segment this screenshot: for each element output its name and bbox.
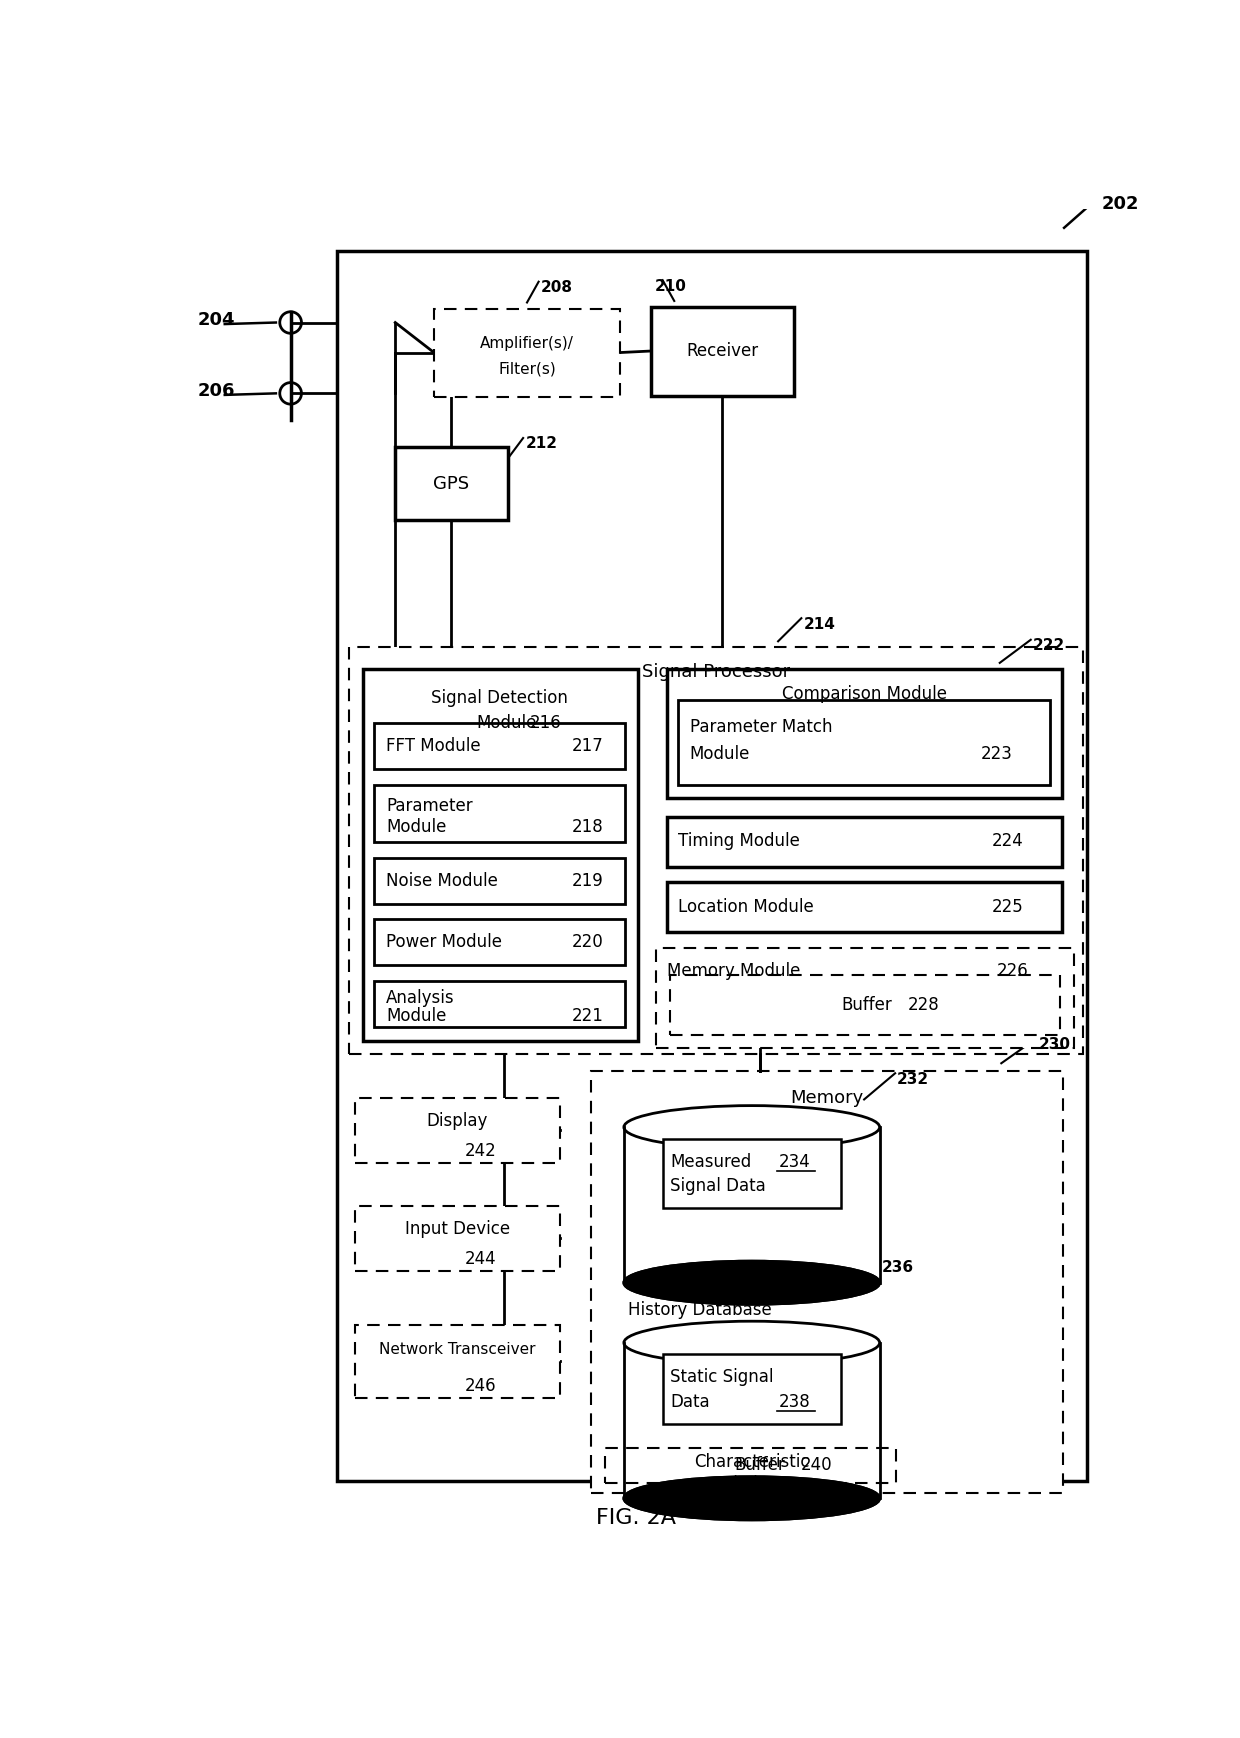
Text: 228: 228 (908, 996, 939, 1013)
Text: Input Device: Input Device (404, 1220, 510, 1237)
Text: 210: 210 (655, 278, 687, 294)
Text: 204: 204 (197, 311, 236, 328)
Text: 240: 240 (801, 1456, 832, 1474)
Bar (355, 1098, 560, 1163)
Bar (590, 1071, 1063, 1493)
Text: Power Module: Power Module (386, 933, 502, 951)
Bar (678, 700, 1050, 784)
Text: 238: 238 (779, 1394, 811, 1411)
Text: 202: 202 (1101, 195, 1138, 214)
Bar (363, 669, 637, 1041)
Text: 244: 244 (465, 1250, 497, 1267)
Text: Characteristic: Characteristic (694, 1453, 810, 1470)
Text: 223: 223 (981, 744, 1012, 763)
Text: 218: 218 (572, 819, 604, 836)
Text: Signal Processor: Signal Processor (642, 664, 790, 681)
Text: Buffer: Buffer (734, 1456, 785, 1474)
Text: 226: 226 (997, 961, 1028, 980)
Bar (651, 308, 795, 396)
Text: GPS: GPS (433, 474, 470, 494)
Text: Signal Detection: Signal Detection (432, 690, 568, 707)
Text: Module: Module (386, 819, 446, 836)
Text: Timing Module: Timing Module (678, 833, 800, 850)
Bar (374, 857, 625, 904)
Text: 230: 230 (1039, 1038, 1070, 1051)
Bar (605, 1448, 895, 1483)
Text: 216: 216 (529, 714, 560, 732)
Text: Amplifier(s)/: Amplifier(s)/ (480, 335, 574, 351)
Text: 208: 208 (541, 280, 573, 295)
Ellipse shape (624, 1477, 879, 1519)
Text: Network Transceiver: Network Transceiver (379, 1342, 536, 1357)
Text: Display: Display (427, 1112, 487, 1130)
Bar (624, 1343, 879, 1498)
Text: Filter(s): Filter(s) (498, 362, 556, 375)
Bar (374, 980, 625, 1027)
Text: 246: 246 (465, 1376, 497, 1396)
Text: Measured: Measured (671, 1152, 751, 1171)
Text: Location Module: Location Module (678, 899, 813, 916)
Bar (374, 784, 625, 843)
Text: Listing: Listing (724, 1474, 779, 1493)
Text: 221: 221 (572, 1008, 604, 1025)
Bar (656, 947, 1074, 1048)
Bar (355, 1324, 560, 1397)
Text: 214: 214 (804, 617, 836, 631)
Text: Noise Module: Noise Module (386, 872, 497, 890)
Text: Data: Data (671, 1394, 711, 1411)
Text: Analysis: Analysis (386, 989, 455, 1006)
Text: Memory: Memory (790, 1090, 863, 1107)
Text: Static Signal: Static Signal (671, 1368, 774, 1387)
Ellipse shape (624, 1262, 879, 1304)
Bar (667, 883, 1061, 932)
Text: Parameter: Parameter (386, 798, 472, 815)
Bar (624, 1128, 879, 1283)
Text: Memory Module: Memory Module (667, 961, 801, 980)
Bar (396, 447, 507, 520)
Bar (662, 1354, 841, 1423)
Text: Receiver: Receiver (687, 342, 759, 360)
Bar (667, 669, 1061, 798)
Text: 206: 206 (197, 382, 236, 400)
Bar (337, 250, 1087, 1481)
Text: Signal Data: Signal Data (671, 1177, 766, 1196)
Text: Module: Module (689, 744, 750, 763)
Text: 224: 224 (992, 833, 1024, 850)
Bar (355, 1206, 560, 1270)
Text: FFT Module: FFT Module (386, 737, 481, 754)
Bar (667, 817, 1061, 867)
Text: 232: 232 (897, 1072, 929, 1086)
Text: 234: 234 (779, 1152, 811, 1171)
Text: 222: 222 (1033, 638, 1065, 653)
Text: Module: Module (386, 1008, 446, 1025)
Text: Comparison Module: Comparison Module (781, 685, 946, 702)
Text: 236: 236 (882, 1260, 914, 1274)
Bar (671, 975, 1060, 1034)
Text: 212: 212 (526, 436, 558, 452)
Text: Parameter Match: Parameter Match (689, 718, 832, 735)
Text: Buffer: Buffer (842, 996, 893, 1013)
Text: 242: 242 (465, 1142, 497, 1159)
Text: Module: Module (476, 714, 537, 732)
Bar (374, 919, 625, 966)
Bar (348, 648, 1084, 1053)
Bar (662, 1138, 841, 1208)
Bar (434, 309, 620, 398)
Text: 220: 220 (572, 933, 604, 951)
Text: History Database: History Database (627, 1300, 771, 1319)
Text: 217: 217 (572, 737, 604, 754)
Text: FIG. 2A: FIG. 2A (595, 1507, 676, 1528)
Bar (374, 723, 625, 770)
Text: 225: 225 (992, 899, 1024, 916)
Text: 219: 219 (572, 872, 604, 890)
